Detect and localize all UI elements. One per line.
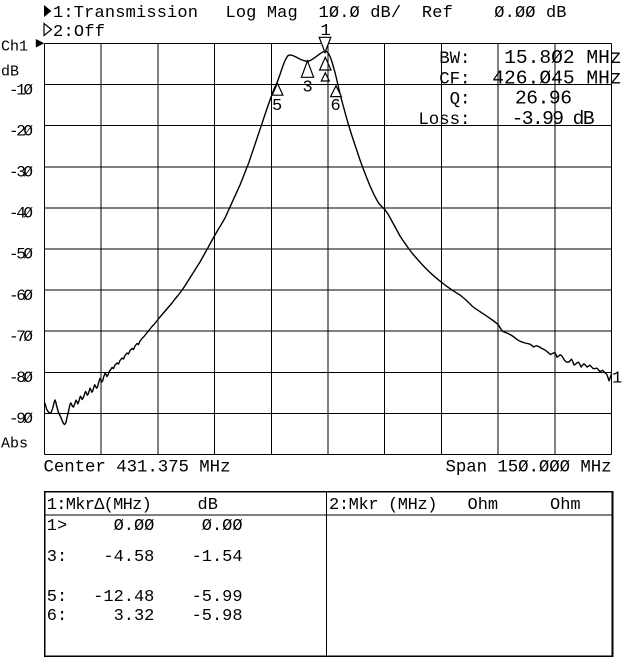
- svg-text:Span 15Ø.ØØØ MHz: Span 15Ø.ØØØ MHz: [446, 458, 612, 477]
- svg-text:-12.48: -12.48: [93, 588, 154, 607]
- svg-text:1>: 1>: [47, 517, 67, 536]
- svg-text:-6Ø: -6Ø: [9, 287, 33, 305]
- svg-text:-1.54: -1.54: [192, 548, 243, 567]
- svg-text:-2Ø: -2Ø: [9, 122, 33, 140]
- svg-text:Ø.ØØ: Ø.ØØ: [202, 517, 243, 536]
- svg-text:Abs: Abs: [1, 436, 28, 453]
- svg-text:6: 6: [331, 97, 341, 116]
- svg-text:Center 431.375 MHz: Center 431.375 MHz: [44, 458, 231, 477]
- svg-text:Log Mag 1Ø.Ø dB/ Ref Ø.ØØ: Log Mag 1Ø.Ø dB/ Ref Ø.ØØ dB: [226, 4, 567, 23]
- svg-text:2:Mkr (MHz): 2:Mkr (MHz): [329, 496, 438, 515]
- svg-text:BW:: BW:: [439, 50, 470, 69]
- svg-text:1: 1: [612, 370, 622, 389]
- svg-text:dB: dB: [1, 64, 19, 81]
- svg-text:426.Ø45 MHz: 426.Ø45 MHz: [492, 68, 621, 90]
- svg-text:-5.98: -5.98: [192, 607, 243, 626]
- svg-text:-4Ø: -4Ø: [9, 205, 33, 223]
- svg-text:CF:: CF:: [439, 71, 470, 90]
- svg-text:5: 5: [272, 97, 282, 116]
- svg-text:2:Off: 2:Off: [53, 23, 105, 42]
- svg-text:dB: dB: [198, 496, 218, 515]
- svg-text:3: 3: [303, 79, 313, 98]
- svg-text:Loss:: Loss:: [418, 111, 470, 130]
- svg-text:-5.99: -5.99: [192, 588, 243, 607]
- svg-text:-9Ø: -9Ø: [9, 410, 33, 428]
- svg-text:26.96: 26.96: [515, 88, 572, 110]
- svg-text:Ohm: Ohm: [468, 496, 499, 515]
- svg-text:Q:: Q:: [450, 91, 471, 110]
- svg-text:3.32: 3.32: [114, 607, 155, 626]
- svg-text:-3.99 dB: -3.99 dB: [512, 108, 595, 130]
- svg-text:-5Ø: -5Ø: [9, 246, 33, 264]
- svg-text:-3Ø: -3Ø: [9, 164, 33, 182]
- svg-text:-7Ø: -7Ø: [9, 328, 33, 346]
- svg-text:Ohm: Ohm: [550, 496, 581, 515]
- svg-text:Ø.ØØ: Ø.ØØ: [114, 517, 155, 536]
- svg-text:-8Ø: -8Ø: [9, 369, 33, 387]
- svg-text:6:: 6:: [47, 607, 67, 626]
- svg-text:-1Ø: -1Ø: [9, 81, 33, 99]
- svg-text:Ch1: Ch1: [1, 39, 28, 56]
- svg-text:1:Transmission: 1:Transmission: [53, 4, 198, 23]
- svg-text:1:MkrΔ(MHz): 1:MkrΔ(MHz): [47, 496, 152, 515]
- svg-text:15.8Ø2 MHz: 15.8Ø2 MHz: [504, 47, 622, 69]
- svg-text:5:: 5:: [47, 588, 67, 607]
- svg-text:1: 1: [321, 22, 331, 41]
- svg-text:-4.58: -4.58: [103, 548, 154, 567]
- svg-text:3:: 3:: [47, 548, 67, 567]
